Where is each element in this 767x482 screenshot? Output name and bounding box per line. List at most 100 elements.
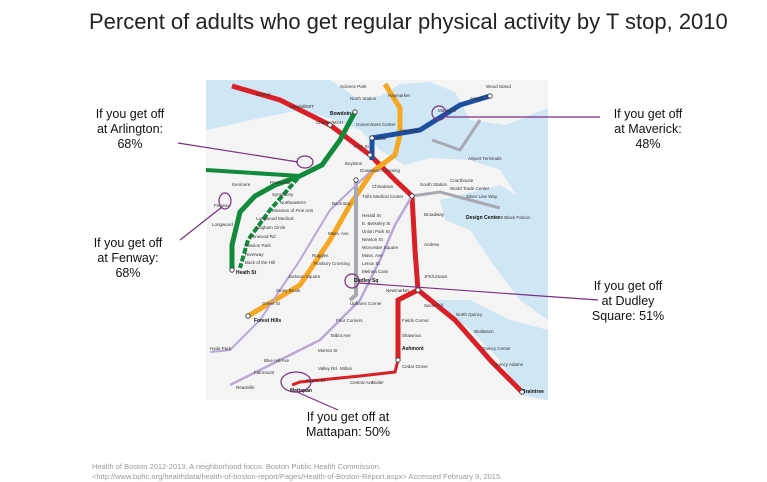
station-prudential: Prudential: [270, 180, 290, 185]
station-fields-corner: Fields Corner: [402, 318, 430, 323]
station-wollaston: Wollaston: [474, 329, 494, 334]
mattapan-pointer: [296, 391, 339, 411]
dudley-highlight: [344, 273, 360, 289]
station-haymarket: Haymarket: [388, 93, 411, 98]
callout-arlington: If you get off at Arlington: 68%: [82, 107, 178, 152]
station-silver-line-way: Silver Line Way: [466, 194, 498, 199]
station-newmarket: Newmarket: [386, 288, 410, 293]
pointer-lines: [177, 116, 600, 411]
callout-mattapan-line2: Mattapan: 50%: [305, 425, 391, 439]
blue-line: [369, 93, 491, 160]
station-roxbury: Roxbury Crossing: [314, 261, 350, 266]
station-back-bay: Back Bay: [332, 201, 352, 206]
station-union-park: Union Park St: [362, 229, 391, 234]
station-lenox: Lenox St: [362, 261, 381, 266]
station-fairmount: Fairmount: [254, 370, 275, 375]
callout-mattapan: If you get off at Mattapan: 50%: [288, 410, 408, 440]
station-heath-st: Heath St: [236, 270, 257, 276]
callout-fenway: If you get off at Fenway: 68%: [80, 236, 176, 281]
red-line-ashmont: [395, 287, 420, 360]
callout-maverick-line3: 48%: [635, 137, 661, 151]
silver-line: [348, 180, 358, 302]
station-wood-island: Wood Island: [486, 84, 511, 89]
station-herald: Herald St: [362, 213, 382, 218]
station-jackson: Jackson Square: [288, 274, 321, 279]
station-courthouse: Courthouse: [450, 178, 474, 183]
station-museum: Museum of Fine Arts: [272, 208, 314, 213]
station-capen: Capen St: [306, 378, 326, 383]
dudley-pointer: [358, 282, 599, 301]
station-stony-brook: Stony Brook: [276, 288, 301, 293]
source-line1: Health of Boston 2012-2013: A neighborho…: [92, 462, 381, 471]
station-brigham: Brigham Circle: [256, 225, 286, 230]
station-central: Central: [256, 92, 271, 97]
station-northeastern: Northeastern: [280, 200, 307, 205]
station-markers: [229, 93, 525, 395]
station-longwood-medical: Longwood Medical: [256, 216, 294, 221]
silver-line-waterfront: [411, 190, 501, 210]
station-ashmont: Ashmont: [402, 346, 424, 352]
station-broadway: Broadway: [424, 212, 445, 217]
station-quincy-center: Quincy Center: [482, 346, 511, 351]
station-airport-terminals: Airport Terminals: [468, 156, 502, 161]
source-line2: <http://www.bphc.org/healthdata/health-o…: [92, 472, 503, 481]
station-savin-hill: Savin Hill: [424, 303, 443, 308]
station-central-ave: Central Ave: [350, 380, 374, 385]
station-back-of-hill: Back of the Hill: [245, 260, 275, 265]
station-downtown-crossing: Downtown Crossing: [360, 168, 401, 173]
maverick-highlight: [431, 105, 447, 121]
station-valley-rd: Valley Rd: [318, 366, 337, 371]
station-newton: Newton St: [362, 237, 384, 242]
commuter-line-1: [209, 169, 373, 353]
station-blue-hill: Blue Hill Ave: [264, 358, 290, 363]
station-kendall: Kendall/MIT: [290, 104, 314, 109]
callout-maverick-line2: at Maverick:: [614, 122, 682, 136]
station-longwood: Longwood: [212, 222, 233, 227]
green-line-e: [238, 176, 300, 269]
station-north-station: North Station: [350, 96, 377, 101]
callout-fenway-line2: at Fenway:: [97, 251, 159, 265]
station-hyde-park: Hyde Park: [210, 346, 232, 351]
station-braintree: Braintree: [522, 389, 544, 395]
callout-arlington-line1: If you get off: [95, 107, 165, 121]
station-forest-hills: Forest Hills: [254, 318, 281, 324]
station-north-quincy: North Quincy: [456, 312, 483, 317]
callout-maverick-line1: If you get off: [613, 107, 683, 121]
callout-dudley-line2: at Dudley: [601, 294, 655, 308]
callout-dudley-line1: If you get off: [593, 279, 663, 293]
station-milton: Milton: [340, 366, 353, 371]
silver-line-airport: [431, 119, 482, 152]
green-line-west: [205, 168, 301, 178]
station-fenway: Fenway: [214, 203, 231, 208]
highlight-circles: [218, 105, 447, 393]
callout-dudley-line3: Square: 51%: [591, 309, 665, 323]
page-title: Percent of adults who get regular physic…: [89, 9, 728, 34]
station-park-st: Park St: [354, 144, 370, 149]
station-fenwood: Fenwood Rd: [250, 234, 276, 239]
callout-dudley: If you get off at Dudley Square: 51%: [578, 279, 678, 324]
station-south-station: South Station: [420, 182, 448, 187]
mattapan-highlight: [280, 371, 312, 393]
station-design-center: Design Center: [466, 215, 500, 221]
station-talbot: Talbot Ave: [330, 333, 351, 338]
station-jfk: JFK/Umass: [424, 274, 448, 279]
callout-fenway-line1: If you get off: [93, 236, 163, 250]
callout-arlington-line2: at Arlington:: [96, 122, 163, 136]
station-airport: Airport: [470, 96, 484, 101]
station-state: State: [376, 136, 387, 141]
station-green-st: Green St: [262, 301, 281, 306]
station-bowdoin: Bowdoin: [330, 111, 351, 117]
station-uphams: Uphams Corner: [350, 301, 382, 306]
callout-mattapan-line1: If you get off at: [306, 410, 390, 424]
callout-fenway-line3: 68%: [115, 266, 141, 280]
station-morton: Morton St: [318, 348, 338, 353]
fenway-highlight: [218, 192, 232, 210]
station-black-falcon: 88 Black Falcon: [498, 215, 531, 220]
station-world-trade: World Trade Center: [450, 186, 490, 191]
station-cedar-grove: Cedar Grove: [402, 364, 428, 369]
station-readville: Readville: [236, 385, 255, 390]
green-line: [229, 110, 358, 270]
station-andrew: Andrew: [424, 242, 440, 247]
station-boylston: Boylston: [345, 161, 363, 166]
